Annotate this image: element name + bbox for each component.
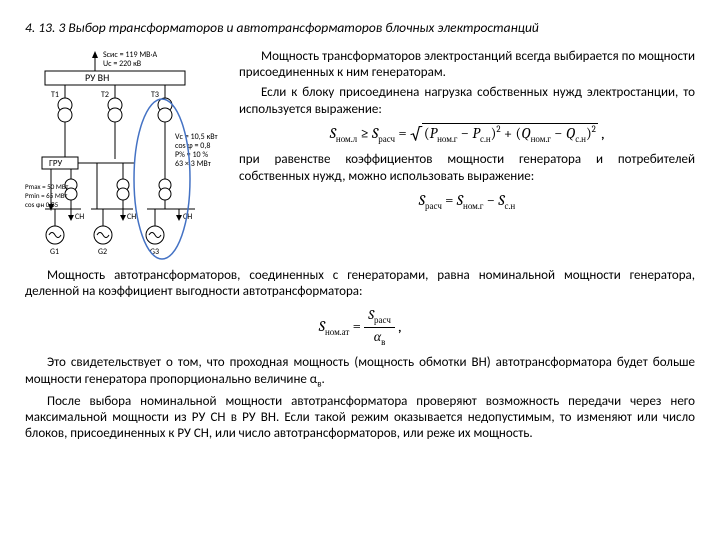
para-4: Мощность автотрансформаторов, соединенны…	[25, 268, 695, 301]
pmax: Pmax = 50 МВт	[25, 182, 69, 191]
ru-vn: РУ ВН	[85, 71, 109, 84]
gru: ГРУ	[49, 158, 62, 169]
para-3: при равенстве коэффициентов мощности ген…	[239, 152, 695, 185]
para-2: Если к блоку присоединена нагрузка собст…	[239, 85, 695, 118]
t1: Т1	[51, 90, 59, 100]
formula-3: Sном.ат = Sрасчαв ,	[25, 306, 695, 349]
sn1: СН	[75, 212, 84, 222]
top-row: Sсис = 119 МВ·А Uс = 220 кВ РУ ВН Т1 Т2 …	[25, 49, 695, 264]
circuit-diagram: Sсис = 119 МВ·А Uс = 220 кВ РУ ВН Т1 Т2 …	[25, 49, 225, 264]
t3: Т3	[151, 90, 159, 100]
sn2: СН	[127, 212, 136, 222]
pmin: Pmin = 65 МВт	[25, 191, 68, 200]
section-heading: 4. 13. 3 Выбор трансформаторов и автотра…	[25, 20, 695, 37]
para-5: Это свидетельствует о том, что проходная…	[25, 355, 695, 389]
para-6: После выбора номинальной мощности автотр…	[25, 394, 695, 443]
para-1: Мощность трансформаторов электростанций …	[239, 49, 695, 82]
sys-u: Uс = 220 кВ	[103, 59, 142, 69]
cosphin: cos φн 0,85	[25, 200, 59, 209]
formula-2: Sрасч = Sном.г − Sс.н	[239, 191, 695, 213]
right-column: Мощность трансформаторов электростанций …	[239, 49, 695, 264]
g1: G1	[50, 247, 59, 257]
formula-1: Sном.л ≥ Sрасч = √(Pном.г − Pс.н)2 + (Qн…	[239, 124, 695, 147]
cap: 63 × 3 МВт	[175, 159, 212, 169]
g2: G2	[98, 247, 107, 257]
t2: Т2	[101, 90, 109, 100]
